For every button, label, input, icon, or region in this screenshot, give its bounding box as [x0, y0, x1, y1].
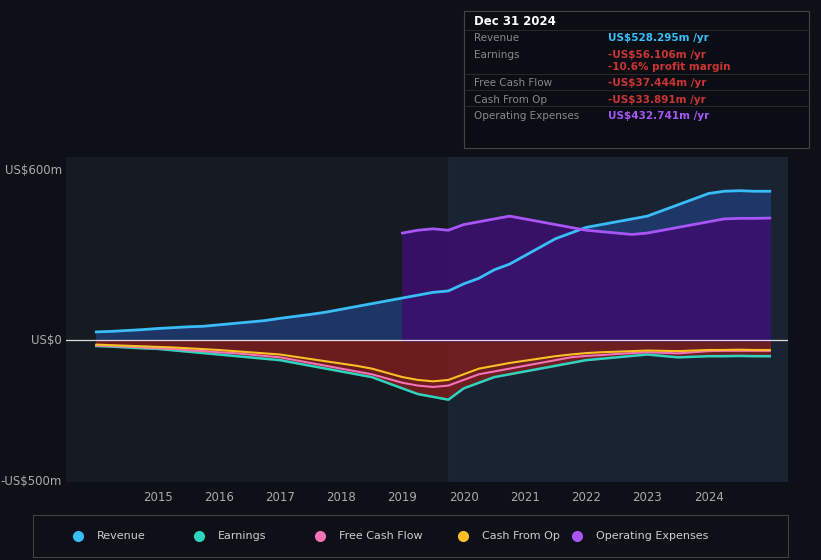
Bar [448, 157, 788, 482]
Text: Cash From Op: Cash From Op [482, 531, 560, 541]
Text: US$528.295m /yr: US$528.295m /yr [608, 33, 709, 43]
Text: Operating Expenses: Operating Expenses [474, 111, 579, 122]
Text: Revenue: Revenue [474, 33, 519, 43]
Text: -US$33.891m /yr: -US$33.891m /yr [608, 95, 705, 105]
Text: US$432.741m /yr: US$432.741m /yr [608, 111, 709, 122]
Text: Earnings: Earnings [474, 50, 519, 60]
Text: Revenue: Revenue [97, 531, 146, 541]
Text: Free Cash Flow: Free Cash Flow [339, 531, 422, 541]
Text: Dec 31 2024: Dec 31 2024 [474, 15, 556, 28]
Text: Free Cash Flow: Free Cash Flow [474, 78, 552, 88]
Text: -US$500m: -US$500m [1, 475, 62, 488]
Text: US$600m: US$600m [5, 165, 62, 178]
Text: US$0: US$0 [31, 334, 62, 347]
Text: Earnings: Earnings [218, 531, 266, 541]
Text: Operating Expenses: Operating Expenses [595, 531, 708, 541]
Text: Cash From Op: Cash From Op [474, 95, 547, 105]
Text: -US$56.106m /yr: -US$56.106m /yr [608, 50, 705, 60]
Text: -10.6% profit margin: -10.6% profit margin [608, 62, 730, 72]
Text: -US$37.444m /yr: -US$37.444m /yr [608, 78, 706, 88]
